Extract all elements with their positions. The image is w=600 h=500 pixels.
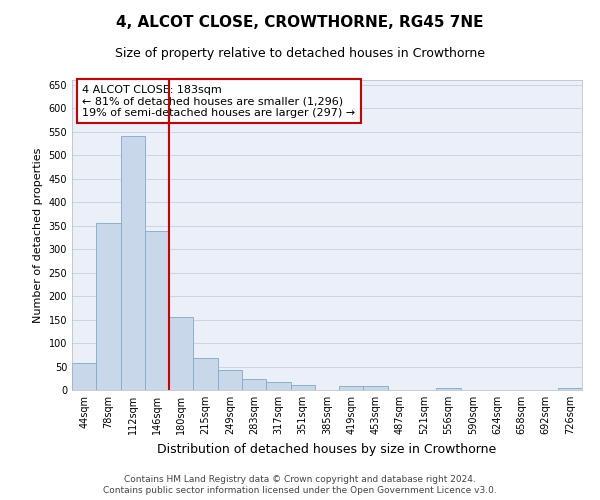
Text: 4, ALCOT CLOSE, CROWTHORNE, RG45 7NE: 4, ALCOT CLOSE, CROWTHORNE, RG45 7NE xyxy=(116,15,484,30)
X-axis label: Distribution of detached houses by size in Crowthorne: Distribution of detached houses by size … xyxy=(157,442,497,456)
Bar xyxy=(266,382,290,390)
Bar xyxy=(218,370,242,390)
Y-axis label: Number of detached properties: Number of detached properties xyxy=(33,148,43,322)
Bar xyxy=(96,224,121,390)
Bar xyxy=(242,379,266,390)
Bar xyxy=(169,317,193,390)
Bar xyxy=(558,388,582,390)
Bar xyxy=(364,386,388,390)
Bar xyxy=(72,363,96,390)
Bar xyxy=(145,231,169,390)
Bar xyxy=(436,388,461,390)
Bar xyxy=(339,386,364,390)
Text: Contains HM Land Registry data © Crown copyright and database right 2024.: Contains HM Land Registry data © Crown c… xyxy=(124,475,476,484)
Text: Size of property relative to detached houses in Crowthorne: Size of property relative to detached ho… xyxy=(115,48,485,60)
Bar xyxy=(121,136,145,390)
Text: 4 ALCOT CLOSE: 183sqm
← 81% of detached houses are smaller (1,296)
19% of semi-d: 4 ALCOT CLOSE: 183sqm ← 81% of detached … xyxy=(82,84,355,118)
Bar xyxy=(193,358,218,390)
Text: Contains public sector information licensed under the Open Government Licence v3: Contains public sector information licen… xyxy=(103,486,497,495)
Bar xyxy=(290,386,315,390)
